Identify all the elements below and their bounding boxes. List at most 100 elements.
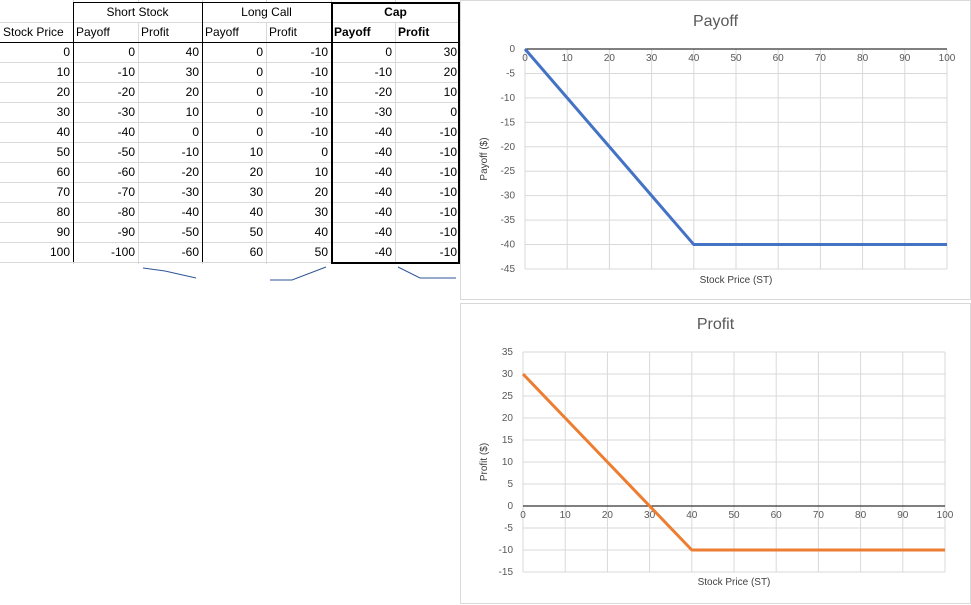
table-cell[interactable]: 0 [450,105,457,119]
table-cell[interactable]: -10 [117,65,135,79]
table-cell[interactable]: -10 [374,65,392,79]
table-cell[interactable]: 0 [192,125,199,139]
x-tick-label: 30 [644,510,656,521]
table-cell[interactable]: 0 [128,45,135,59]
table-cell[interactable]: -40 [181,205,199,219]
table-cell[interactable]: 50 [249,225,263,239]
table-cell[interactable]: 30 [314,205,328,219]
table-cell[interactable]: -10 [310,125,328,139]
column-header[interactable]: Payoff [76,25,110,39]
table-cell[interactable]: -40 [374,225,392,239]
table-cell[interactable]: -10 [310,85,328,99]
table-cell[interactable]: 0 [256,105,263,119]
y-tick-label: 20 [502,413,514,424]
x-tick-label: 0 [522,53,528,64]
table-cell[interactable]: -10 [310,105,328,119]
table-cell[interactable]: -10 [310,45,328,59]
table-cell[interactable]: 40 [185,45,199,59]
table-cell[interactable]: 20 [185,85,199,99]
table-cell[interactable]: 20 [443,65,457,79]
table-cell[interactable]: 0 [385,45,392,59]
table-cell[interactable]: 70 [56,185,70,199]
table-cell[interactable]: 20 [56,85,70,99]
table-cell[interactable]: -40 [374,205,392,219]
column-header[interactable]: Profit [398,25,430,39]
table-cell[interactable]: -10 [439,245,457,259]
table-cell[interactable]: 30 [56,105,70,119]
table-cell[interactable]: -40 [117,125,135,139]
table-cell[interactable]: 30 [185,65,199,79]
series-line[interactable] [521,372,945,552]
table-cell[interactable]: 20 [314,185,328,199]
table-cell[interactable]: 40 [249,205,263,219]
column-header[interactable]: Profit [269,25,298,39]
table-cell[interactable]: 0 [256,85,263,99]
grid-line [266,0,267,264]
y-tick-label: 5 [507,479,513,490]
table-cell[interactable]: 10 [314,165,328,179]
table-cell[interactable]: 60 [249,245,263,259]
column-header[interactable]: Stock Price [3,25,64,39]
table-cell[interactable]: -10 [439,145,457,159]
table-cell[interactable]: 0 [256,125,263,139]
table-cell[interactable]: -20 [117,85,135,99]
table-cell[interactable]: 20 [249,165,263,179]
profit-chart[interactable]: Profit 35 30 25 20 15 10 5 0 -5 -10 -15 0 10 20 30 40 50… [460,303,971,604]
table-cell[interactable]: -40 [374,125,392,139]
table-cell[interactable]: 50 [56,145,70,159]
table-cell[interactable]: -20 [181,165,199,179]
column-header[interactable]: Payoff [205,25,239,39]
series-line[interactable] [523,48,947,247]
table-cell[interactable]: -10 [439,125,457,139]
table-cell[interactable]: 40 [56,125,70,139]
grid-line [0,202,460,203]
table-cell[interactable]: 10 [56,65,70,79]
table-cell[interactable]: 30 [249,185,263,199]
table-cell[interactable]: -50 [117,145,135,159]
y-tick-label: 15 [502,435,514,446]
table-cell[interactable]: -30 [374,105,392,119]
table-cell[interactable]: -10 [439,185,457,199]
table-cell[interactable]: -10 [439,205,457,219]
table-cell[interactable]: 10 [185,105,199,119]
table-cell[interactable]: 80 [56,205,70,219]
table-cell[interactable]: 10 [443,85,457,99]
table-cell[interactable]: -60 [181,245,199,259]
table-cell[interactable]: 60 [56,165,70,179]
table-cell[interactable]: -10 [439,165,457,179]
table-cell[interactable]: -30 [117,105,135,119]
table-cell[interactable]: 40 [314,225,328,239]
table-cell[interactable]: -100 [110,245,135,259]
y-tick-label: 25 [502,391,514,402]
table-cell[interactable]: -90 [117,225,135,239]
x-tick-label: 10 [562,53,574,64]
table-cell[interactable]: 30 [443,45,457,59]
table-cell[interactable]: 50 [314,245,328,259]
column-header[interactable]: Profit [141,25,170,39]
table-cell[interactable]: -40 [374,145,392,159]
column-header[interactable]: Payoff [334,25,371,39]
table-cell[interactable]: 10 [249,145,263,159]
table-cell[interactable]: -60 [117,165,135,179]
table-cell[interactable]: -10 [310,65,328,79]
table-cell[interactable]: 100 [49,245,70,259]
payoff-chart[interactable]: Payoff 0 -5 -10 -15 -20 -25 -30 -35 -40 -45 0 10 20 3… [460,0,971,300]
table-cell[interactable]: 0 [256,45,263,59]
table-cell[interactable]: 0 [63,45,70,59]
table-cell[interactable]: -80 [117,205,135,219]
y-axis-title: Payoff ($) [479,137,490,180]
table-cell[interactable]: -20 [374,85,392,99]
table-cell[interactable]: 0 [256,65,263,79]
table-cell[interactable]: 90 [56,225,70,239]
table-cell[interactable]: 0 [321,145,328,159]
table-cell[interactable]: -10 [439,225,457,239]
table-cell[interactable]: -50 [181,225,199,239]
table-cell[interactable]: -30 [181,185,199,199]
table-cell[interactable]: -40 [374,245,392,259]
table-cell[interactable]: -10 [181,145,199,159]
table-cell[interactable]: -70 [117,185,135,199]
grid-line [0,142,460,143]
table-cell[interactable]: -40 [374,185,392,199]
table-cell[interactable]: -40 [374,165,392,179]
x-tick-label: 100 [937,510,954,521]
